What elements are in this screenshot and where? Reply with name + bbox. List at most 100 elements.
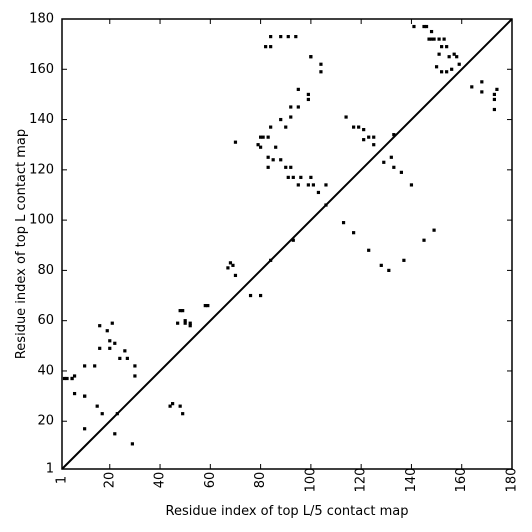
contact-point	[171, 402, 175, 406]
contact-point	[299, 175, 303, 179]
contact-point	[279, 117, 283, 122]
contact-point	[98, 346, 102, 350]
x-tick-label: 140	[404, 468, 419, 493]
contact-point	[427, 37, 431, 41]
contact-point	[429, 29, 434, 34]
axis-ticks: 1 20 40 60 80 100 120 140 160 1801204060801001201…	[29, 12, 519, 493]
contact-point	[266, 155, 270, 159]
contact-point	[382, 160, 386, 164]
contact-point	[286, 35, 290, 39]
contact-point	[123, 349, 127, 353]
contact-point	[319, 70, 323, 74]
contact-point	[115, 412, 119, 416]
y-axis-label: Residue index of top L contact map	[14, 129, 29, 359]
x-tick-label: 180	[505, 468, 520, 493]
contact-point	[188, 324, 192, 328]
contact-point	[306, 97, 310, 102]
contact-point	[445, 70, 449, 74]
contact-point	[437, 52, 441, 56]
contact-point	[72, 391, 77, 396]
contact-point	[183, 319, 187, 323]
contact-point	[296, 105, 300, 109]
contact-point	[113, 432, 117, 436]
contact-point	[231, 263, 235, 267]
diagonal-line	[61, 18, 513, 470]
x-tick-label: 1	[55, 476, 70, 484]
contact-point	[274, 145, 278, 149]
x-tick-label: 80	[253, 472, 268, 489]
contact-point	[168, 404, 172, 408]
contact-point	[480, 80, 484, 84]
contact-point	[269, 125, 273, 129]
y-tick-label: 140	[29, 112, 54, 127]
contact-point	[294, 35, 298, 39]
y-tick-label: 160	[29, 62, 54, 77]
contact-point	[98, 324, 102, 328]
contact-point	[424, 24, 429, 29]
contact-point	[93, 364, 97, 368]
contact-point	[108, 346, 112, 350]
contact-point	[291, 175, 295, 179]
contact-point	[284, 125, 288, 129]
contact-point	[176, 321, 180, 325]
contact-point	[316, 190, 321, 195]
y-tick-label: 120	[29, 162, 54, 177]
contact-point	[296, 87, 300, 91]
contact-point	[412, 24, 416, 29]
contact-point	[495, 87, 499, 91]
contact-point	[434, 65, 439, 69]
contact-point	[455, 55, 459, 59]
contact-point	[324, 203, 328, 207]
y-tick-label: 40	[37, 363, 54, 378]
contact-point	[367, 248, 371, 252]
contact-point	[492, 97, 496, 102]
contact-point	[362, 128, 366, 132]
contact-point	[422, 24, 426, 29]
contact-point	[437, 37, 441, 41]
contact-point	[357, 125, 361, 129]
contact-point	[447, 55, 451, 59]
contact-point	[289, 105, 293, 109]
contact-point	[341, 221, 346, 225]
contact-point	[319, 62, 323, 66]
contact-point	[432, 37, 436, 41]
contact-point	[387, 268, 391, 272]
contact-point	[311, 183, 315, 187]
contact-point	[296, 183, 300, 187]
contact-point	[291, 238, 295, 242]
contact-point	[442, 37, 446, 41]
contact-point	[409, 183, 414, 187]
contact-point	[389, 155, 393, 159]
contact-point	[309, 55, 313, 59]
x-tick-label: 60	[203, 472, 218, 489]
contact-point	[62, 376, 67, 381]
contact-point	[259, 135, 263, 139]
contact-point	[399, 170, 403, 174]
contact-point	[372, 135, 376, 139]
contact-point	[83, 427, 87, 431]
contact-point	[188, 321, 192, 325]
contact-point	[264, 45, 268, 49]
contact-point	[492, 107, 496, 112]
contact-point	[367, 135, 371, 139]
contact-point	[362, 138, 366, 142]
contact-point	[452, 52, 456, 56]
contact-point	[233, 273, 238, 278]
y-tick-label: 100	[29, 213, 54, 228]
contact-point	[100, 412, 104, 416]
x-axis-label: Residue index of top L/5 contact map	[166, 504, 409, 519]
contact-point	[133, 364, 137, 368]
contact-point	[440, 45, 444, 49]
contact-point	[271, 158, 275, 162]
contact-point	[269, 258, 273, 262]
contact-point	[289, 115, 293, 119]
contact-point	[279, 35, 283, 39]
contact-point	[83, 364, 87, 368]
y-tick-label: 1	[46, 462, 54, 477]
contact-point	[183, 321, 187, 325]
contact-point	[470, 85, 474, 89]
contact-point	[261, 135, 265, 139]
contact-point	[289, 165, 293, 169]
contact-point	[228, 261, 233, 265]
contact-point	[269, 35, 273, 39]
